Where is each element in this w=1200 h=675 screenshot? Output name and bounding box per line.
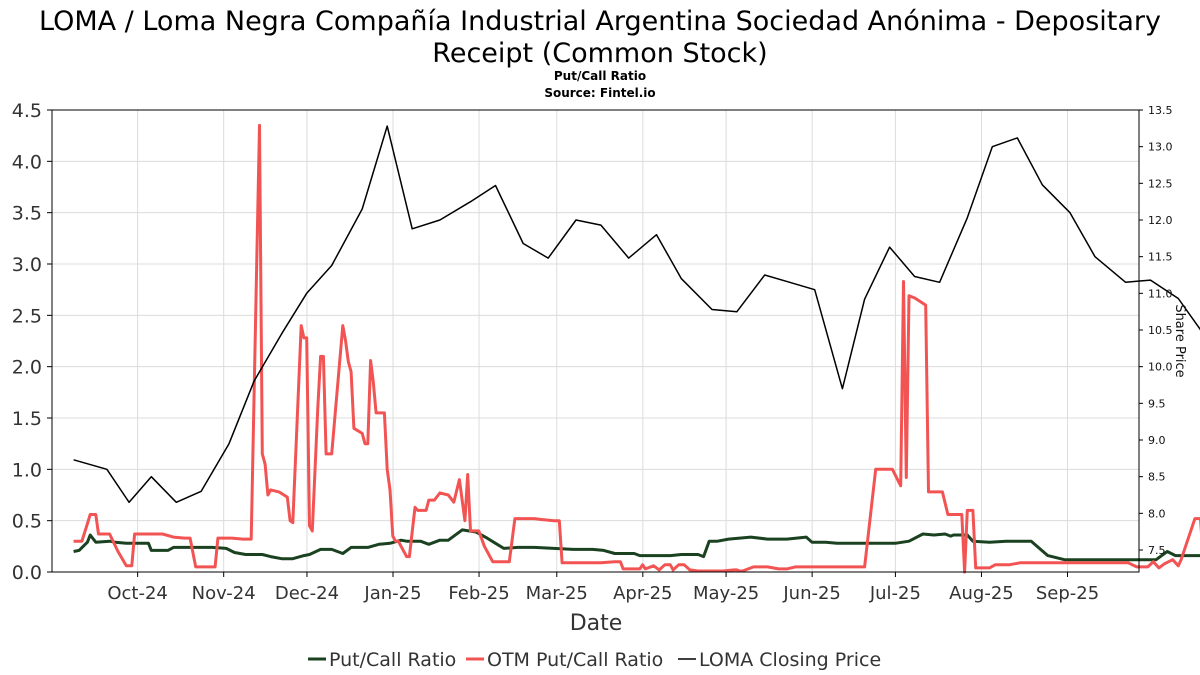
- right-y-axis: 7.5 8.0 8.5 9.0 9.5 10.0 10.5 11.0 11.5 12.0 12.5 1…: [1139, 104, 1173, 557]
- x-axis: Oct-24 Nov-24 Dec-24 Jan-25 Feb-25 Mar-25 Apr-…: [107, 572, 1099, 604]
- x-tick-label: May-25: [693, 583, 759, 604]
- legend: Put/Call Ratio OTM Put/Call Ratio LOMA C…: [308, 649, 881, 671]
- closing-price-line: [73, 125, 1200, 504]
- left-tick-label: 0.5: [12, 511, 42, 533]
- otm-put-call-ratio-line: [73, 123, 1200, 574]
- x-tick-label: Nov-24: [192, 583, 256, 604]
- right-tick-label: 13.0: [1148, 141, 1173, 154]
- left-tick-label: 3.5: [12, 203, 42, 225]
- right-tick-label: 11.0: [1148, 287, 1173, 300]
- series-lines: [73, 123, 1200, 574]
- right-tick-label: 11.5: [1148, 251, 1173, 264]
- left-tick-label: 1.0: [12, 459, 42, 481]
- right-tick-label: 12.0: [1148, 214, 1173, 227]
- x-tick-label: Apr-25: [613, 583, 672, 604]
- x-tick-label: Jan-25: [363, 583, 421, 604]
- x-tick-label: Jun-25: [782, 583, 841, 604]
- x-tick-label: Dec-24: [275, 583, 339, 604]
- x-tick-label: Aug-25: [949, 583, 1014, 604]
- left-tick-label: 4.5: [12, 100, 42, 122]
- right-tick-label: 9.5: [1148, 397, 1166, 410]
- legend-label-otm-put-call: OTM Put/Call Ratio: [487, 649, 663, 671]
- x-tick-label: Oct-24: [107, 583, 168, 604]
- left-tick-label: 2.5: [12, 305, 42, 327]
- x-tick-label: Sep-25: [1036, 583, 1099, 604]
- right-axis-label: Share Price: [1172, 304, 1187, 377]
- x-tick-label: Mar-25: [526, 583, 588, 604]
- left-tick-label: 3.0: [12, 254, 42, 276]
- left-tick-label: 0.0: [12, 562, 42, 584]
- right-tick-label: 9.0: [1148, 434, 1166, 447]
- legend-label-put-call: Put/Call Ratio: [329, 649, 456, 671]
- x-tick-label: Jul-25: [869, 583, 921, 604]
- left-tick-label: 2.0: [12, 357, 42, 379]
- x-tick-label: Feb-25: [448, 583, 509, 604]
- chart-subtitle: Put/Call Ratio: [554, 69, 646, 83]
- left-tick-label: 4.0: [12, 151, 42, 173]
- chart-source: Source: Fintel.io: [544, 86, 655, 100]
- left-tick-label: 1.5: [12, 408, 42, 430]
- chart-title-line-1: LOMA / Loma Negra Compañía Industrial Ar…: [39, 6, 1161, 37]
- put-call-ratio-line: [73, 528, 1200, 562]
- right-tick-label: 8.0: [1148, 507, 1166, 520]
- right-tick-label: 10.0: [1148, 361, 1173, 374]
- legend-label-closing-price: LOMA Closing Price: [699, 649, 881, 671]
- plot-area-frame: [51, 109, 1140, 573]
- right-tick-label: 10.5: [1148, 324, 1173, 337]
- chart-title-line-2: Receipt (Common Stock): [432, 38, 767, 69]
- left-y-axis: 0.0 0.5 1.0 1.5 2.0 2.5 3.0 3.5 4.0 4.5: [12, 100, 52, 584]
- x-axis-label: Date: [570, 611, 623, 636]
- right-tick-label: 8.5: [1148, 471, 1166, 484]
- right-tick-label: 7.5: [1148, 544, 1166, 557]
- right-tick-label: 12.5: [1148, 177, 1173, 190]
- right-tick-label: 13.5: [1148, 104, 1173, 117]
